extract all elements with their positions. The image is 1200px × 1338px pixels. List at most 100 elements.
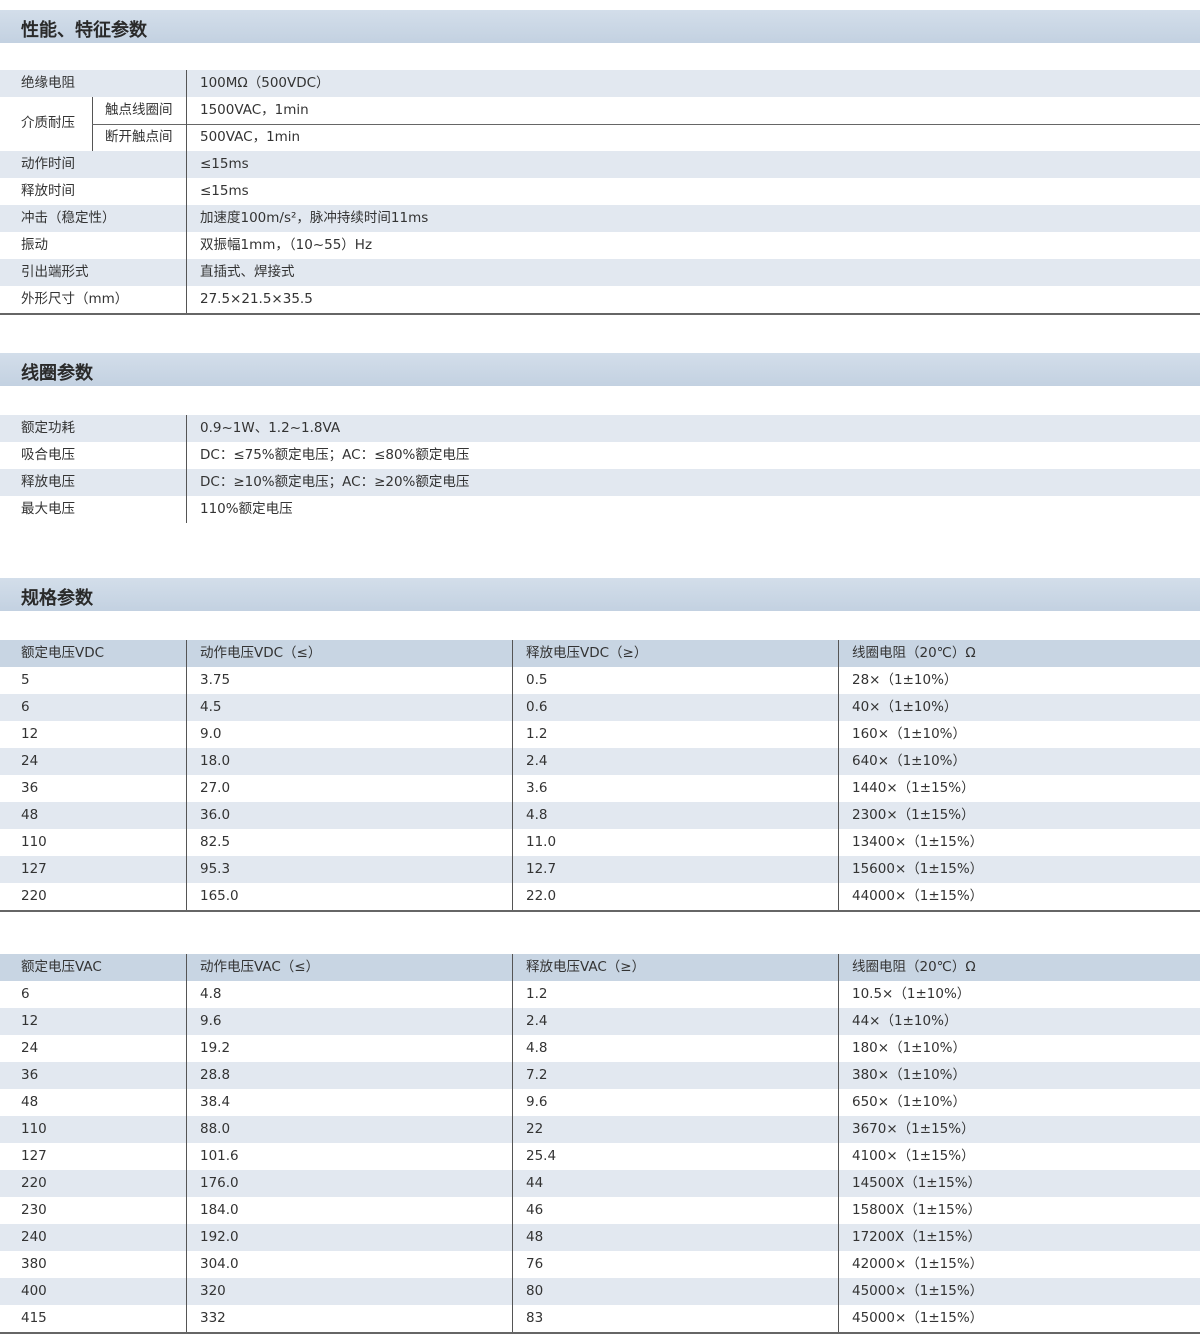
- section-title: 线圈参数: [21, 363, 93, 384]
- row-label: 最大电压: [21, 501, 75, 517]
- column-header: 额定电压VDC: [21, 645, 105, 661]
- table-row: 12 9.0 1.2 160×（1±10%）: [0, 721, 1200, 748]
- table-cell: 9.6: [200, 1013, 222, 1029]
- table-cell: 7.2: [526, 1067, 548, 1083]
- table-cell: 9.0: [200, 726, 222, 742]
- table-cell: 184.0: [200, 1202, 239, 1218]
- row-value: ≤15ms: [200, 156, 249, 172]
- table-row: 吸合电压 DC：≤75%额定电压；AC：≤80%额定电压: [0, 442, 1200, 469]
- table-cell: 3670×（1±15%）: [852, 1121, 975, 1137]
- row-value: 1500VAC，1min: [200, 102, 309, 118]
- table-cell: 3.6: [526, 780, 548, 796]
- table-cell: 48: [526, 1229, 544, 1245]
- table-cell: 40×（1±10%）: [852, 699, 958, 715]
- table-cell: 650×（1±10%）: [852, 1094, 966, 1110]
- table-cell: 15800X（1±15%）: [852, 1202, 982, 1218]
- table-header-row: 额定电压VAC 动作电压VAC（≤） 释放电压VAC（≥） 线圈电阻（20℃）Ω: [0, 954, 1200, 981]
- table-cell: 220: [21, 888, 47, 904]
- table-cell: 36: [21, 780, 39, 796]
- table-cell: 76: [526, 1256, 544, 1272]
- table-cell: 6: [21, 699, 30, 715]
- table-row: 引出端形式 直插式、焊接式: [0, 259, 1200, 286]
- row-label: 吸合电压: [21, 447, 75, 463]
- table-row: 6 4.5 0.6 40×（1±10%）: [0, 694, 1200, 721]
- table-cell: 10.5×（1±10%）: [852, 986, 971, 1002]
- table-header-row: 额定电压VDC 动作电压VDC（≤） 释放电压VDC（≥） 线圈电阻（20℃）Ω: [0, 640, 1200, 667]
- table-cell: 45000×（1±15%）: [852, 1310, 984, 1326]
- row-value: ≤15ms: [200, 183, 249, 199]
- table-row: 240 192.0 48 17200X（1±15%）: [0, 1224, 1200, 1251]
- table-row: 400 320 80 45000×（1±15%）: [0, 1278, 1200, 1305]
- row-label: 外形尺寸（mm）: [21, 291, 129, 307]
- row-value: 27.5×21.5×35.5: [200, 291, 313, 307]
- table-cell: 22.0: [526, 888, 557, 904]
- table-cell: 4.8: [200, 986, 222, 1002]
- table-cell: 38.4: [200, 1094, 231, 1110]
- table-cell: 4.8: [526, 1040, 548, 1056]
- row-value: 110%额定电压: [200, 501, 293, 517]
- table-row: 36 28.8 7.2 380×（1±10%）: [0, 1062, 1200, 1089]
- table-cell: 4.5: [200, 699, 222, 715]
- table-cell: 14500X（1±15%）: [852, 1175, 982, 1191]
- table-cell: 44: [526, 1175, 544, 1191]
- dc-spec-table: 额定电压VDC 动作电压VDC（≤） 释放电压VDC（≥） 线圈电阻（20℃）Ω 5 3.…: [0, 640, 1200, 912]
- section-header-coil: 线圈参数: [0, 353, 1200, 386]
- row-value: 直插式、焊接式: [200, 264, 295, 280]
- row-label: 额定功耗: [21, 420, 75, 436]
- sub-label: 断开触点间: [105, 129, 173, 145]
- table-cell: 176.0: [200, 1175, 239, 1191]
- table-row: 48 38.4 9.6 650×（1±10%）: [0, 1089, 1200, 1116]
- table-cell: 45000×（1±15%）: [852, 1283, 984, 1299]
- column-header: 释放电压VDC（≥）: [526, 645, 648, 661]
- table-cell: 82.5: [200, 834, 231, 850]
- table-cell: 18.0: [200, 753, 231, 769]
- table-row: 5 3.75 0.5 28×（1±10%）: [0, 667, 1200, 694]
- table-row: 110 82.5 11.0 13400×（1±15%）: [0, 829, 1200, 856]
- table-cell: 36: [21, 1067, 39, 1083]
- table-cell: 48: [21, 1094, 39, 1110]
- table-cell: 1.2: [526, 986, 548, 1002]
- table-cell: 28×（1±10%）: [852, 672, 958, 688]
- table-cell: 28.8: [200, 1067, 231, 1083]
- table-cell: 19.2: [200, 1040, 231, 1056]
- table-row: 6 4.8 1.2 10.5×（1±10%）: [0, 981, 1200, 1008]
- table-cell: 380×（1±10%）: [852, 1067, 966, 1083]
- table-row: 127 95.3 12.7 15600×（1±15%）: [0, 856, 1200, 883]
- table-cell: 0.5: [526, 672, 548, 688]
- table-cell: 415: [21, 1310, 47, 1326]
- row-value: 0.9~1W、1.2~1.8VA: [200, 420, 341, 436]
- table-cell: 2300×（1±15%）: [852, 807, 975, 823]
- table-cell: 192.0: [200, 1229, 239, 1245]
- table-cell: 160×（1±10%）: [852, 726, 966, 742]
- table-cell: 320: [200, 1283, 226, 1299]
- table-row: 230 184.0 46 15800X（1±15%）: [0, 1197, 1200, 1224]
- table-cell: 17200X（1±15%）: [852, 1229, 982, 1245]
- table-row: 415 332 83 45000×（1±15%）: [0, 1305, 1200, 1332]
- table-row: 外形尺寸（mm） 27.5×21.5×35.5: [0, 286, 1200, 313]
- table-row: 110 88.0 22 3670×（1±15%）: [0, 1116, 1200, 1143]
- table-row: 24 18.0 2.4 640×（1±10%）: [0, 748, 1200, 775]
- table-cell: 11.0: [526, 834, 557, 850]
- table-cell: 1.2: [526, 726, 548, 742]
- table-row: 36 27.0 3.6 1440×（1±15%）: [0, 775, 1200, 802]
- table-cell: 44000×（1±15%）: [852, 888, 984, 904]
- row-label: 介质耐压: [21, 115, 75, 131]
- row-label: 引出端形式: [21, 264, 89, 280]
- column-header: 动作电压VDC（≤）: [200, 645, 322, 661]
- table-row: 最大电压 110%额定电压: [0, 496, 1200, 523]
- table-cell: 332: [200, 1310, 226, 1326]
- row-value: DC：≤75%额定电压；AC：≤80%额定电压: [200, 447, 470, 463]
- table-cell: 3.75: [200, 672, 231, 688]
- table-row: 振动 双振幅1mm，（10~55）Hz: [0, 232, 1200, 259]
- table-cell: 640×（1±10%）: [852, 753, 966, 769]
- row-label: 释放时间: [21, 183, 75, 199]
- table-cell: 13400×（1±15%）: [852, 834, 984, 850]
- section-title: 规格参数: [21, 588, 93, 609]
- column-header: 线圈电阻（20℃）Ω: [852, 959, 976, 975]
- table-cell: 9.6: [526, 1094, 548, 1110]
- table-cell: 4.8: [526, 807, 548, 823]
- row-value: DC：≥10%额定电压；AC：≥20%额定电压: [200, 474, 470, 490]
- table-cell: 42000×（1±15%）: [852, 1256, 984, 1272]
- table-cell: 48: [21, 807, 39, 823]
- table-cell: 400: [21, 1283, 47, 1299]
